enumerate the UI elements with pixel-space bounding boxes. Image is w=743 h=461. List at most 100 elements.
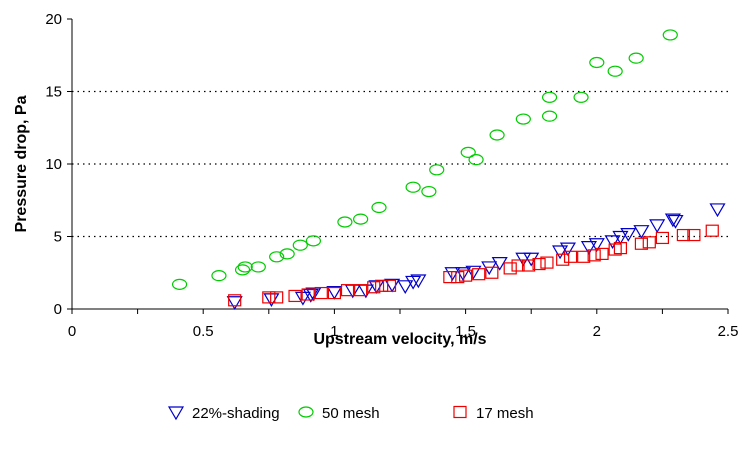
data-point bbox=[485, 266, 499, 279]
data-point bbox=[633, 225, 650, 239]
data-point bbox=[540, 256, 554, 269]
legend-item: 50 mesh bbox=[298, 405, 380, 422]
x-tick-label: 0.5 bbox=[193, 323, 214, 340]
data-point bbox=[211, 270, 227, 282]
data-point bbox=[573, 91, 589, 103]
data-point bbox=[397, 280, 414, 294]
data-point bbox=[234, 264, 251, 276]
data-point bbox=[634, 237, 649, 250]
data-series bbox=[171, 29, 726, 310]
series-circle bbox=[171, 29, 678, 290]
data-point bbox=[270, 291, 284, 304]
data-point bbox=[354, 284, 368, 297]
data-point bbox=[468, 154, 484, 166]
data-point bbox=[613, 242, 628, 255]
data-point bbox=[588, 238, 605, 252]
data-point bbox=[459, 269, 473, 282]
data-point bbox=[577, 250, 591, 263]
y-axis-label: Pressure drop, Pa bbox=[13, 95, 30, 232]
legend-label: 22%-shading bbox=[192, 405, 280, 422]
data-point bbox=[250, 261, 266, 273]
data-point bbox=[294, 291, 311, 306]
data-point bbox=[687, 228, 701, 242]
data-point bbox=[405, 275, 422, 290]
legend-item: 22%-shading bbox=[167, 405, 280, 422]
data-point bbox=[460, 146, 476, 158]
legend-label: 50 mesh bbox=[322, 405, 380, 422]
data-point bbox=[465, 265, 482, 280]
data-point bbox=[604, 235, 621, 250]
data-point bbox=[382, 279, 397, 292]
y-tick-label: 0 bbox=[54, 301, 62, 318]
data-point bbox=[559, 242, 576, 257]
data-point bbox=[279, 248, 295, 260]
data-point bbox=[305, 287, 322, 302]
data-point bbox=[655, 231, 670, 245]
data-point bbox=[642, 236, 656, 249]
data-point bbox=[541, 91, 558, 103]
y-tick-label: 5 bbox=[54, 229, 62, 246]
grid-lines bbox=[72, 90, 728, 238]
data-point bbox=[443, 271, 457, 284]
data-point bbox=[314, 286, 328, 300]
data-point bbox=[649, 219, 666, 234]
data-point bbox=[269, 251, 285, 263]
data-point bbox=[491, 257, 508, 271]
data-point bbox=[662, 29, 678, 41]
data-point bbox=[587, 249, 601, 262]
data-point bbox=[607, 65, 623, 77]
axes: 0 5 10 15 20 0 0.5 1 1.5 2 2.5 bbox=[45, 11, 738, 340]
x-axis-label: Upstream velocity, m/s bbox=[313, 331, 486, 348]
x-tick-label: 0 bbox=[68, 323, 76, 340]
data-point bbox=[705, 224, 719, 237]
data-point bbox=[326, 286, 343, 300]
legend-label: 17 mesh bbox=[476, 405, 534, 422]
data-point bbox=[589, 56, 605, 69]
data-point bbox=[301, 288, 315, 301]
y-tick-label: 20 bbox=[45, 11, 62, 28]
data-point bbox=[226, 296, 243, 310]
data-point bbox=[503, 262, 517, 275]
data-point bbox=[421, 185, 437, 198]
legend-marker bbox=[167, 406, 185, 421]
y-tick-label: 10 bbox=[45, 156, 62, 173]
data-point bbox=[556, 253, 570, 266]
data-point bbox=[451, 271, 465, 284]
x-tick-label: 1 bbox=[330, 323, 338, 340]
data-point bbox=[580, 241, 597, 255]
data-point bbox=[327, 286, 341, 300]
legend-marker bbox=[298, 406, 314, 418]
data-point bbox=[620, 228, 637, 242]
data-point bbox=[340, 284, 355, 297]
data-point bbox=[515, 113, 531, 125]
data-point bbox=[664, 213, 681, 228]
data-point bbox=[353, 213, 369, 225]
x-tick-label: 2.5 bbox=[718, 323, 739, 340]
data-point bbox=[472, 268, 486, 281]
data-point bbox=[171, 278, 188, 290]
data-point bbox=[709, 203, 726, 218]
data-point bbox=[552, 245, 569, 260]
x-tick-label: 2 bbox=[593, 323, 601, 340]
data-point bbox=[521, 259, 536, 272]
data-point bbox=[375, 279, 389, 292]
data-point bbox=[612, 230, 629, 245]
data-point bbox=[367, 281, 381, 294]
data-point bbox=[263, 293, 280, 308]
legend: 22%-shading 50 mesh 17 mesh bbox=[167, 405, 534, 422]
x-tick-label: 1.5 bbox=[455, 323, 476, 340]
data-point bbox=[337, 216, 353, 228]
data-point bbox=[523, 252, 540, 267]
series-square bbox=[228, 224, 719, 307]
data-point bbox=[532, 257, 546, 271]
data-point bbox=[676, 228, 690, 242]
data-point bbox=[563, 250, 578, 263]
legend-marker bbox=[453, 405, 467, 419]
legend-item: 17 mesh bbox=[453, 405, 534, 422]
data-point bbox=[371, 201, 387, 214]
data-point bbox=[608, 243, 622, 256]
data-point bbox=[515, 252, 532, 267]
y-tick-label: 15 bbox=[45, 84, 62, 101]
